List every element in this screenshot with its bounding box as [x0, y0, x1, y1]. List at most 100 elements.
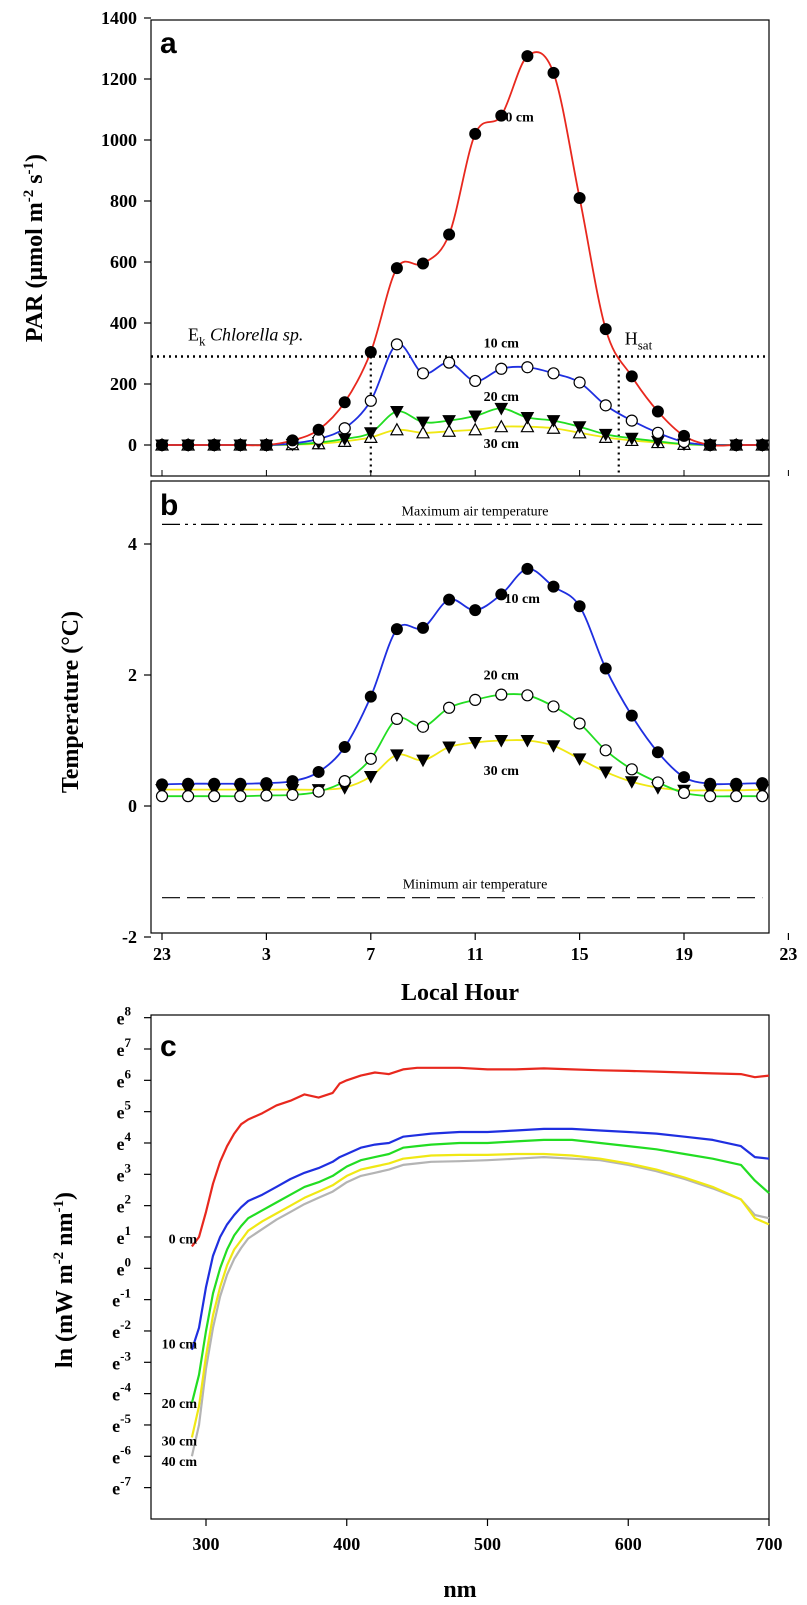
panel-b-point-30cm: [494, 735, 509, 748]
panel-b-series-label: 20 cm: [484, 669, 520, 684]
panel-c-line-30cm: [190, 1152, 770, 1438]
panel-a-point-10cm: [547, 367, 560, 380]
panel-c-xtick-label: 300: [193, 1534, 220, 1554]
panel-a-point-20cm: [624, 432, 639, 446]
panel-a-point-20cm: [416, 416, 430, 430]
panel-b-point-20cm: [651, 776, 665, 789]
panel-b-point-30cm: [416, 754, 430, 768]
panel-c-ytick-label: e8: [117, 1004, 132, 1029]
panel-c-ytick-label: e7: [117, 1035, 132, 1060]
panel-b-point-10cm: [678, 771, 690, 784]
panel-a-point-30cm: [520, 419, 535, 433]
panel-c-line-10cm: [190, 1127, 770, 1351]
panel-a-ylabel: PAR (μmol m-2 s-1): [21, 154, 48, 342]
panel-c-line-0cm: [191, 1066, 770, 1248]
panel-b-point-20cm: [234, 790, 247, 803]
panel-b-point-30cm: [520, 735, 535, 748]
panel-b-point-20cm: [364, 752, 377, 765]
panel-a-point-10cm: [573, 376, 586, 389]
panel-a-point-30cm: [389, 422, 404, 436]
panel-b-frame: [150, 480, 770, 934]
panel-a-point-20cm: [598, 428, 613, 442]
panel-b-point-10cm: [286, 775, 299, 788]
panel-b-point-20cm: [155, 790, 169, 803]
panel-c-series-label: 10 cm: [162, 1338, 198, 1353]
panel-a-point-10cm: [364, 394, 377, 407]
panel-b-point-20cm: [260, 789, 273, 802]
panel-b-point-20cm: [208, 790, 221, 803]
max-air-temp-label: Maximum air temperature: [402, 504, 549, 519]
panel-b-point-10cm: [443, 593, 456, 606]
panel-c-xtick-label: 400: [333, 1534, 360, 1554]
panel-c-ytick-label: e5: [117, 1098, 132, 1123]
panel-a-point-0cm: [599, 323, 612, 336]
panel-a-point-0cm: [364, 345, 377, 358]
panel-b-point-20cm: [286, 788, 299, 801]
panel-a-point-0cm: [704, 439, 717, 451]
panel-c-xtick-label: 600: [615, 1534, 642, 1554]
panel-c-ytick-label: e0: [117, 1254, 132, 1279]
panel-a-ytick-label: 600: [110, 252, 137, 272]
panel-c-series-label: 40 cm: [162, 1455, 198, 1470]
panel-a-ytick-label: 200: [110, 374, 137, 394]
panel-b-point-20cm: [547, 700, 560, 713]
panel-c-ylabel: ln (mW m-2 nm-1): [51, 1192, 78, 1368]
panel-a-point-30cm: [468, 422, 483, 436]
panel-a-point-10cm: [469, 374, 482, 388]
panel-b-point-10cm: [730, 777, 743, 790]
panel-a-point-0cm: [443, 228, 456, 241]
panel-a-point-20cm: [442, 415, 456, 428]
panel-b-point-10cm: [495, 588, 508, 601]
panel-a-point-0cm: [182, 439, 195, 451]
panel-a-point-30cm: [546, 420, 561, 434]
panel-a-series-label: 10 cm: [484, 336, 520, 351]
panel-b-point-10cm: [208, 777, 221, 790]
panel-b-point-10cm: [364, 690, 377, 703]
panel-b-point-10cm: [547, 580, 560, 593]
panel-c-ytick-label: e-5: [112, 1411, 131, 1436]
panel-b-point-20cm: [443, 701, 456, 714]
panel-b-point-30cm: [572, 753, 587, 766]
panel-a-point-20cm: [390, 405, 404, 419]
panel-a-point-20cm: [494, 402, 509, 416]
panel-a-point-20cm: [363, 427, 378, 440]
panel-b-xtick-label: 23: [779, 944, 797, 964]
panel-a-ytick-label: 0: [128, 435, 137, 455]
panel-b-point-20cm: [338, 775, 351, 788]
panel-b-point-20cm: [495, 688, 508, 701]
panel-a-point-10cm: [521, 361, 534, 374]
panel-c-ytick-label: e-6: [112, 1442, 131, 1467]
panel-b-xtick-label: 23: [153, 944, 171, 964]
panel-b-point-20cm: [469, 693, 482, 706]
panel-a-point-10cm: [495, 362, 508, 375]
panel-b-ytick-label: 0: [128, 796, 137, 816]
panel-b-point-10cm: [599, 662, 612, 675]
panel-b-point-10cm: [182, 777, 195, 790]
panel-b-point-10cm: [756, 777, 769, 790]
panel-b-point-20cm: [573, 717, 586, 730]
panel-b-ytick-label: 4: [128, 534, 137, 554]
panel-b-xtick-label: 19: [675, 944, 693, 964]
panel-b-point-30cm: [598, 766, 613, 779]
panel-a-point-20cm: [572, 421, 587, 434]
panel-a-point-10cm: [651, 426, 665, 439]
panel-b-point-30cm: [442, 741, 456, 755]
panel-a-point-0cm: [390, 262, 403, 275]
panel-b-xtick-label: 11: [467, 944, 484, 964]
panel-a-point-0cm: [260, 439, 273, 451]
panel-a-point-0cm: [312, 423, 325, 436]
panel-a-ytick-label: 400: [110, 313, 137, 333]
panel-c-ytick-label: e-1: [112, 1286, 131, 1311]
panel-a-point-10cm: [338, 422, 351, 435]
panel-b-point-10cm: [573, 600, 586, 613]
panel-c-frame: [150, 1014, 770, 1520]
panel-a-point-0cm: [156, 439, 168, 451]
panel-c-ytick-label: e-7: [112, 1474, 131, 1499]
panel-c-ytick-label: e-2: [112, 1317, 131, 1342]
panel-b-point-10cm: [312, 765, 325, 778]
panel-b-point-20cm: [390, 712, 403, 725]
panel-a-series-label: 0 cm: [505, 111, 534, 126]
panel-a-point-20cm: [546, 415, 561, 428]
panel-a-point-30cm: [494, 419, 509, 433]
